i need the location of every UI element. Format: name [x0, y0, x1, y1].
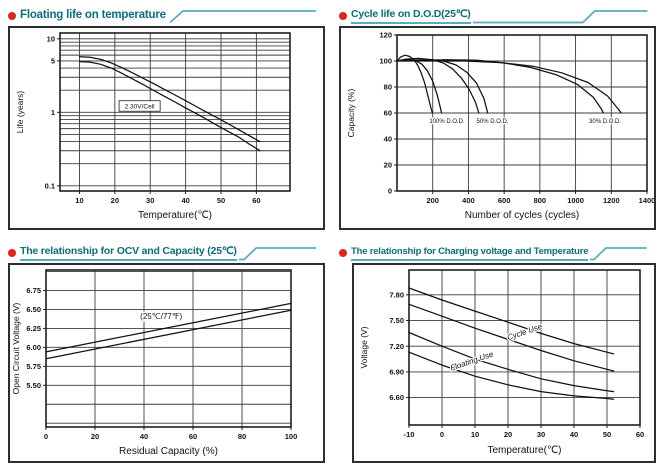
svg-text:1: 1 — [51, 108, 55, 117]
bullet-icon — [339, 12, 347, 20]
panel-header-ocv-capacity: The relationship for OCV and Capacity (2… — [8, 241, 325, 261]
svg-text:50% D.O.D.: 50% D.O.D. — [477, 119, 509, 125]
svg-text:Cycle Use: Cycle Use — [506, 322, 544, 343]
panel-header-charging-voltage: The relationship for Charging voltage an… — [339, 241, 656, 261]
svg-text:100: 100 — [285, 432, 298, 441]
chart-box-cycle-life: 200 400 600 800 1000 1200 1400 0 20 40 60 80 100 120 1… — [339, 26, 656, 230]
svg-text:-10: -10 — [404, 430, 415, 439]
svg-text:Voltage (V): Voltage (V) — [359, 326, 369, 368]
svg-text:10: 10 — [47, 34, 55, 43]
bullet-icon — [8, 249, 16, 257]
svg-text:30% D.O.D.: 30% D.O.D. — [589, 119, 621, 125]
svg-text:0: 0 — [388, 187, 392, 196]
panel-header-floating-life: Floating life on temperature — [8, 4, 325, 24]
bullet-icon — [339, 249, 347, 257]
svg-text:20: 20 — [91, 432, 99, 441]
svg-text:(25℃/77℉): (25℃/77℉) — [140, 312, 182, 321]
svg-text:20: 20 — [384, 161, 392, 170]
panel-charging-voltage: The relationship for Charging voltage an… — [331, 237, 662, 475]
svg-text:Residual Capacity (%): Residual Capacity (%) — [119, 446, 218, 457]
svg-text:30: 30 — [146, 196, 154, 205]
svg-text:60: 60 — [384, 109, 392, 118]
svg-text:5.75: 5.75 — [26, 362, 41, 371]
svg-text:7.80: 7.80 — [389, 290, 404, 299]
svg-text:60: 60 — [636, 430, 644, 439]
svg-text:80: 80 — [238, 432, 246, 441]
svg-text:40: 40 — [140, 432, 148, 441]
svg-text:Life (years): Life (years) — [15, 91, 25, 134]
svg-text:120: 120 — [379, 31, 392, 40]
svg-text:6.90: 6.90 — [389, 368, 404, 377]
chart-floating-life: 10 20 30 40 50 60 10 5 1 0.1 2.30V/Cell Temperature… — [10, 28, 323, 228]
svg-text:6.50: 6.50 — [26, 305, 41, 314]
svg-text:2.30V/Cell: 2.30V/Cell — [125, 103, 156, 110]
svg-text:100% D.O.D.: 100% D.O.D. — [429, 119, 465, 125]
svg-text:20: 20 — [504, 430, 512, 439]
svg-text:Temperature(℃): Temperature(℃) — [138, 210, 212, 221]
header-rule-icon — [590, 247, 647, 261]
chart-box-floating-life: 10 20 30 40 50 60 10 5 1 0.1 2.30V/Cell Temperature… — [8, 26, 325, 230]
svg-text:1400: 1400 — [639, 196, 654, 205]
chart-cycle-life: 200 400 600 800 1000 1200 1400 0 20 40 60 80 100 120 1… — [341, 28, 654, 228]
svg-text:6.60: 6.60 — [389, 393, 404, 402]
svg-text:5: 5 — [51, 57, 55, 66]
svg-text:40: 40 — [570, 430, 578, 439]
svg-text:60: 60 — [252, 196, 260, 205]
svg-text:20: 20 — [111, 196, 119, 205]
svg-text:Open Circuit Voltage (V): Open Circuit Voltage (V) — [11, 303, 21, 395]
chart-charging-voltage: -10 0 10 20 30 40 50 60 7.80 7.50 7.20 6.90 6.60 Cycl… — [354, 265, 654, 461]
header-rule-icon — [238, 247, 316, 261]
svg-text:800: 800 — [534, 196, 547, 205]
chart-box-charging-voltage: -10 0 10 20 30 40 50 60 7.80 7.50 7.20 6.90 6.60 Cycl… — [352, 263, 656, 463]
svg-text:1000: 1000 — [567, 196, 584, 205]
panel-cycle-life: Cycle life on D.O.D(25℃) 200 400 600 800 100… — [331, 0, 662, 237]
panel-title-ocv-capacity: The relationship for OCV and Capacity (2… — [20, 245, 237, 261]
svg-text:50: 50 — [603, 430, 611, 439]
svg-text:200: 200 — [426, 196, 439, 205]
svg-text:7.50: 7.50 — [389, 316, 404, 325]
panel-floating-life: Floating life on temperature 10 20 30 40 50 6… — [0, 0, 331, 237]
svg-text:0.1: 0.1 — [45, 181, 55, 190]
svg-text:40: 40 — [181, 196, 189, 205]
svg-text:Capacity (%): Capacity (%) — [346, 89, 356, 138]
chart-box-ocv-capacity: 0 20 40 60 80 100 6.75 6.50 6.25 6.00 5.75 5.50 (25℃… — [8, 263, 325, 463]
svg-text:Temperature(℃): Temperature(℃) — [487, 445, 561, 456]
svg-text:60: 60 — [189, 432, 197, 441]
svg-text:30: 30 — [537, 430, 545, 439]
svg-text:5.50: 5.50 — [26, 381, 41, 390]
svg-text:80: 80 — [384, 83, 392, 92]
svg-text:6.75: 6.75 — [26, 286, 41, 295]
svg-text:0: 0 — [440, 430, 444, 439]
svg-text:7.20: 7.20 — [389, 342, 404, 351]
svg-text:100: 100 — [379, 57, 392, 66]
panel-title-floating-life: Floating life on temperature — [20, 8, 166, 21]
panel-ocv-capacity: The relationship for OCV and Capacity (2… — [0, 237, 331, 475]
svg-text:Number of cycles (cycles): Number of cycles (cycles) — [465, 210, 579, 221]
header-rule-icon — [169, 10, 316, 24]
svg-text:600: 600 — [498, 196, 511, 205]
panel-title-cycle-life: Cycle life on D.O.D(25℃) — [351, 8, 471, 24]
svg-text:40: 40 — [384, 135, 392, 144]
header-rule-icon — [472, 10, 647, 24]
panel-header-cycle-life: Cycle life on D.O.D(25℃) — [339, 4, 656, 24]
svg-text:400: 400 — [462, 196, 475, 205]
svg-text:0: 0 — [44, 432, 48, 441]
chart-ocv-capacity: 0 20 40 60 80 100 6.75 6.50 6.25 6.00 5.75 5.50 (25℃… — [10, 265, 323, 461]
svg-text:Floating Use: Floating Use — [449, 349, 495, 372]
panel-title-charging-voltage: The relationship for Charging voltage an… — [351, 246, 589, 261]
svg-text:10: 10 — [75, 196, 83, 205]
svg-text:6.00: 6.00 — [26, 343, 41, 352]
svg-text:50: 50 — [217, 196, 225, 205]
bullet-icon — [8, 12, 16, 20]
svg-text:1200: 1200 — [603, 196, 620, 205]
svg-text:6.25: 6.25 — [26, 324, 41, 333]
svg-text:10: 10 — [471, 430, 479, 439]
